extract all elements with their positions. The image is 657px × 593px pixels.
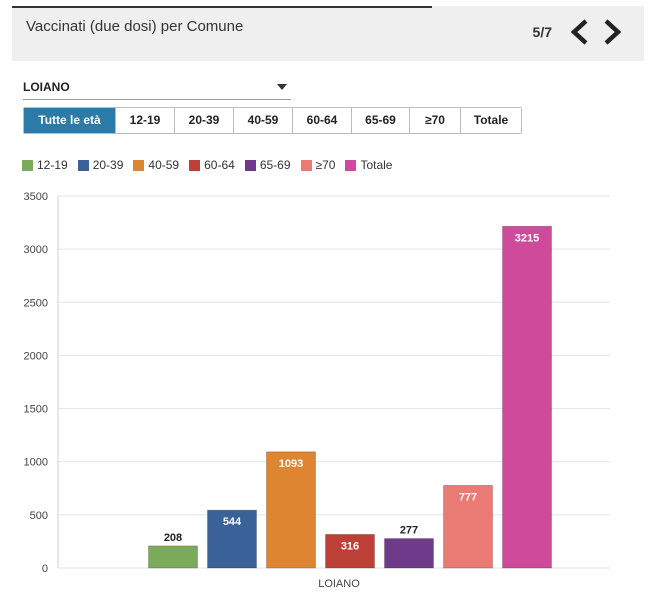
bar-≥70[interactable] [443,485,493,569]
bar-data-label: 1093 [279,458,303,470]
comune-select[interactable]: LOIANO [23,76,291,100]
legend-item[interactable]: 60-64 [189,158,235,172]
y-tick-label: 0 [42,563,48,575]
legend-item[interactable]: Totale [345,158,392,172]
bar-20-39[interactable] [207,509,257,569]
y-tick-label: 3000 [24,244,48,256]
bar-data-label: 544 [223,516,242,528]
legend-swatch [22,159,33,171]
bar-chart: 0 500 1000 1500 2000 2500 3000 3500 208 544 1093 31… [24,191,610,590]
bar-data-label: 208 [164,532,182,544]
y-tick-label: 2500 [24,297,48,309]
bar-Totale[interactable] [502,225,552,569]
comune-select-value: LOIANO [23,80,70,94]
bar-12-19[interactable] [148,545,198,569]
pager: 5/7 [533,18,624,46]
legend-swatch [345,159,357,171]
chevron-left-icon[interactable] [568,18,592,46]
legend-label: 60-64 [204,158,235,172]
age-tabs: Tutte le età 12-19 20-39 40-59 60-64 65-69 ≥70… [23,107,522,134]
tab-2[interactable]: 20-39 [175,108,234,133]
legend-label: 40-59 [148,158,180,172]
tab-5[interactable]: 65-69 [352,108,410,133]
bar-data-label: 777 [459,491,477,503]
y-tick-label: 1000 [24,457,48,469]
page-title: Vaccinati (due dosi) per Comune [26,18,244,35]
bar-65-69[interactable] [384,538,434,569]
y-tick-label: 1500 [24,404,48,416]
chart-legend: 12-19 20-39 40-59 60-64 65-69 ≥70 Totale [22,158,392,172]
tab-3[interactable]: 40-59 [234,108,293,133]
legend-item[interactable]: 65-69 [244,158,291,172]
bar-40-59[interactable] [266,451,316,569]
chevron-right-icon[interactable] [600,18,624,46]
legend-label: 65-69 [259,158,291,172]
tab-1[interactable]: 12-19 [116,108,175,133]
y-tick-label: 500 [30,510,48,522]
legend-swatch [244,159,256,171]
y-tick-label: 3500 [24,191,48,203]
x-tick-label: LOIANO [318,578,360,590]
caret-down-icon [277,84,287,90]
bar-data-label: 277 [400,525,418,537]
bar-data-label: 316 [341,540,359,552]
y-tick-label: 2000 [24,350,48,362]
legend-item[interactable]: 40-59 [133,158,179,172]
legend-item[interactable]: 12-19 [22,158,68,172]
legend-swatch [300,159,312,171]
bar-data-label: 3215 [515,232,539,244]
legend-item[interactable]: 20-39 [77,158,124,172]
legend-label: 20-39 [92,158,124,172]
legend-swatch [189,159,201,171]
chart-header: Vaccinati (due dosi) per Comune 5/7 [12,6,644,61]
legend-item[interactable]: ≥70 [300,158,336,172]
legend-swatch [77,159,89,171]
legend-swatch [133,159,145,171]
tab-4[interactable]: 60-64 [293,108,352,133]
header-accent-line [12,6,432,8]
tab-7[interactable]: Totale [461,108,521,133]
page-indicator: 5/7 [532,24,552,40]
tab-0[interactable]: Tutte le età [24,108,116,133]
legend-label: ≥70 [315,158,336,172]
tab-6[interactable]: ≥70 [410,108,461,133]
bar-60-64[interactable] [325,534,375,569]
legend-label: 12-19 [37,158,68,172]
legend-label: Totale [360,158,393,172]
